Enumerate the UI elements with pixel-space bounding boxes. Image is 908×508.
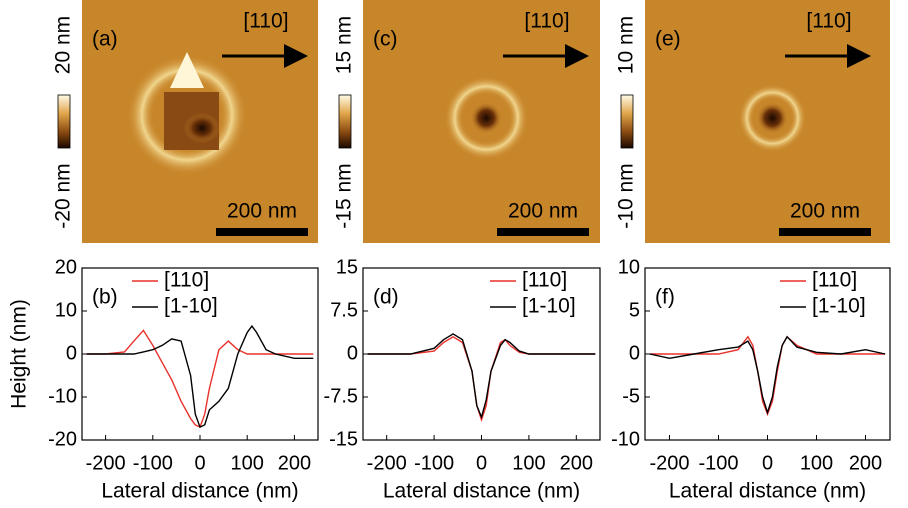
x-tick-label: 200 (560, 452, 593, 474)
colorbar (57, 94, 71, 149)
colorbar-max: 20 nm (52, 16, 75, 74)
pit (184, 113, 220, 143)
y-tick-label: -10 (611, 428, 640, 450)
y-tick-label: -15 (329, 428, 358, 450)
panel-label: (d) (373, 286, 399, 309)
panel-label: (e) (655, 28, 681, 51)
x-tick-label: 100 (800, 452, 833, 474)
panel-label: (a) (92, 28, 118, 51)
legend-label: [1-10] (522, 295, 576, 318)
x-axis-label: Lateral distance (nm) (669, 480, 866, 503)
series-line (86, 329, 314, 429)
panel-label: (b) (92, 286, 118, 309)
x-tick-label: 0 (194, 452, 205, 474)
x-axis-label: Lateral distance (nm) (101, 480, 298, 503)
x-tick-label: -100 (414, 452, 454, 474)
colorbar-min: -15 nm (333, 163, 356, 228)
x-tick-label: 100 (231, 452, 264, 474)
y-tick-label: 15 (336, 256, 358, 278)
direction-label: [110] (243, 10, 288, 33)
x-tick-label: -200 (649, 452, 689, 474)
y-tick-label: -7.5 (324, 385, 358, 407)
legend-label: [110] (812, 269, 857, 292)
colorbar-max: 15 nm (333, 16, 356, 74)
y-tick-label: 0 (629, 342, 640, 364)
panel-label: (f) (655, 286, 675, 309)
legend-label: [110] (522, 269, 567, 292)
direction-label: [110] (806, 10, 851, 33)
scale-label: 200 nm (508, 200, 578, 223)
y-tick-label: 20 (55, 256, 77, 278)
scale-bar (497, 228, 589, 236)
legend-label: [1-10] (812, 295, 866, 318)
colorbar-min: -20 nm (52, 163, 75, 228)
x-tick-label: -200 (86, 452, 126, 474)
y-tick-label: 10 (55, 299, 77, 321)
colorbar (620, 94, 634, 149)
y-tick-label: 5 (629, 299, 640, 321)
direction-label: [110] (524, 10, 569, 33)
legend-label: [1-10] (164, 295, 218, 318)
y-tick-label: -10 (48, 385, 77, 407)
y-tick-label: 0 (347, 342, 358, 364)
y-tick-label: -5 (622, 385, 640, 407)
scale-bar (779, 228, 871, 236)
pit (756, 102, 789, 134)
colorbar-min: -10 nm (615, 163, 638, 228)
x-tick-label: 200 (278, 452, 311, 474)
x-tick-label: -200 (367, 452, 407, 474)
x-tick-label: -100 (698, 452, 738, 474)
x-tick-label: 100 (512, 452, 545, 474)
y-axis-label: Height (nm) (8, 299, 31, 409)
colorbar-max: 10 nm (615, 16, 638, 74)
legend-label: [110] (164, 269, 209, 292)
scale-label: 200 nm (790, 200, 860, 223)
series-line (367, 335, 596, 423)
x-tick-label: 200 (849, 452, 882, 474)
x-tick-label: -100 (133, 452, 173, 474)
series-line (649, 335, 886, 415)
scale-label: 200 nm (227, 200, 297, 223)
series-line (86, 324, 314, 429)
series-line (367, 333, 596, 420)
y-tick-label: 10 (618, 256, 640, 278)
colorbar (338, 94, 352, 149)
scale-bar (216, 228, 308, 236)
y-tick-label: 7.5 (330, 299, 358, 321)
hillock (170, 52, 204, 88)
x-tick-label: 0 (762, 452, 773, 474)
x-tick-label: 0 (476, 452, 487, 474)
x-axis-label: Lateral distance (nm) (383, 480, 580, 503)
series-line (649, 335, 886, 417)
pit (470, 102, 503, 134)
y-tick-label: -20 (48, 428, 77, 450)
y-tick-label: 0 (66, 342, 77, 364)
panel-label: (c) (373, 28, 398, 51)
